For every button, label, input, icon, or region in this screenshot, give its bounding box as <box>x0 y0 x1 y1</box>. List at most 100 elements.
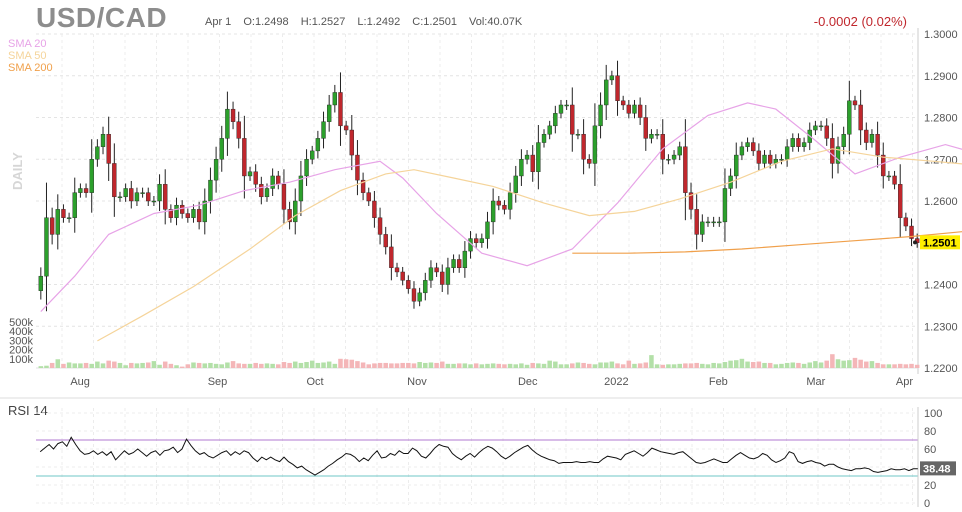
volume-bar <box>524 364 530 368</box>
volume-tick-label: 300k <box>9 335 33 347</box>
volume-bar <box>383 362 388 368</box>
candle-body <box>881 154 886 177</box>
candle-body <box>575 133 581 136</box>
last-price-dot <box>913 240 917 245</box>
candle-body <box>722 188 728 223</box>
candle-body <box>886 175 892 178</box>
candle-body <box>711 221 716 224</box>
candle-body <box>451 259 456 269</box>
candle-body <box>643 117 648 139</box>
volume-bar <box>451 363 456 368</box>
volume-bar <box>168 363 174 368</box>
candle-body <box>434 267 439 273</box>
candle-body <box>44 217 49 277</box>
candle-body <box>423 280 428 294</box>
candle-body <box>553 113 558 127</box>
legend-sma50[interactable]: SMA 50 <box>8 50 47 62</box>
volume-bar <box>575 362 581 368</box>
volume-bar <box>400 362 405 368</box>
volume-bar <box>586 363 592 368</box>
volume-bar <box>654 364 660 368</box>
volume-bar <box>683 363 688 368</box>
volume-bar <box>292 361 298 368</box>
volume-bar <box>174 365 179 368</box>
volume-bar <box>801 363 807 368</box>
volume-bar <box>558 364 564 368</box>
candle-body <box>767 154 773 164</box>
candle-body <box>360 179 366 193</box>
candle-body <box>112 163 117 198</box>
volume-bar <box>462 363 468 368</box>
candle-body <box>100 133 106 147</box>
x-tick-label: Mar <box>806 376 825 388</box>
candle-body <box>654 133 660 136</box>
candle-body <box>78 188 83 193</box>
volume-bar <box>423 362 428 368</box>
volume-bar <box>343 359 349 368</box>
sma-line-200 <box>572 231 962 254</box>
volume-bar <box>711 362 716 368</box>
candle-body <box>140 192 145 194</box>
volume-bar <box>439 361 445 368</box>
volume-bar <box>750 362 756 368</box>
volume-bar <box>858 359 863 368</box>
volume-bar <box>564 364 569 368</box>
candle-body <box>55 209 60 235</box>
candle-body <box>230 108 236 122</box>
volume-bar <box>649 355 654 368</box>
rsi-tick-label: 100 <box>924 408 942 420</box>
last-price-label: 1.2501 <box>923 237 957 249</box>
volume-bar <box>366 364 372 368</box>
candle-body <box>909 225 914 239</box>
volume-bar <box>281 362 287 368</box>
candle-body <box>157 184 162 202</box>
candle-body <box>615 75 620 101</box>
volume-tick-label: 400k <box>9 326 33 338</box>
volume-bar <box>530 362 535 368</box>
volume-bar <box>83 362 89 368</box>
volume-bar <box>287 362 292 368</box>
candle-body <box>457 259 462 269</box>
candle-body <box>146 192 151 202</box>
volume-bar <box>818 362 824 368</box>
candle-body <box>581 133 586 160</box>
volume-bar <box>100 363 106 368</box>
candle-body <box>513 175 518 193</box>
candle-body <box>875 133 880 156</box>
candle-body <box>225 108 230 139</box>
candle-body <box>903 217 909 227</box>
legend-sma20[interactable]: SMA 20 <box>8 38 47 50</box>
candle-body <box>242 138 247 177</box>
volume-bar <box>784 362 790 368</box>
volume-bar <box>671 364 677 368</box>
volume-bar <box>134 363 140 368</box>
volume-bar <box>355 361 360 368</box>
ohlc-open: O:1.2498 <box>243 16 289 28</box>
candle-body <box>253 171 258 185</box>
volume-bar <box>903 364 909 368</box>
volume-bar <box>202 363 208 368</box>
candle-body <box>366 192 371 202</box>
volume-bar <box>637 363 643 368</box>
candle-body <box>762 154 767 164</box>
volume-bar <box>541 363 547 368</box>
volume-bar <box>236 363 241 368</box>
x-tick-label: Nov <box>407 376 427 388</box>
volume-bar <box>417 362 422 368</box>
legend-sma200[interactable]: SMA 200 <box>8 62 53 74</box>
volume-bar <box>875 362 880 368</box>
candle-body <box>95 146 100 160</box>
candle-body <box>394 267 400 273</box>
candle-body <box>892 175 897 185</box>
candle-body <box>304 159 309 177</box>
volume-bar <box>694 362 699 368</box>
volume-bar <box>536 363 541 368</box>
candle-body <box>72 192 77 218</box>
volume-bar <box>225 362 230 368</box>
candle-body <box>428 267 434 281</box>
volume-bar <box>434 362 439 368</box>
volume-bar <box>490 363 496 368</box>
volume-bar <box>349 359 355 368</box>
ohlc-low: L:1.2492 <box>357 16 401 28</box>
